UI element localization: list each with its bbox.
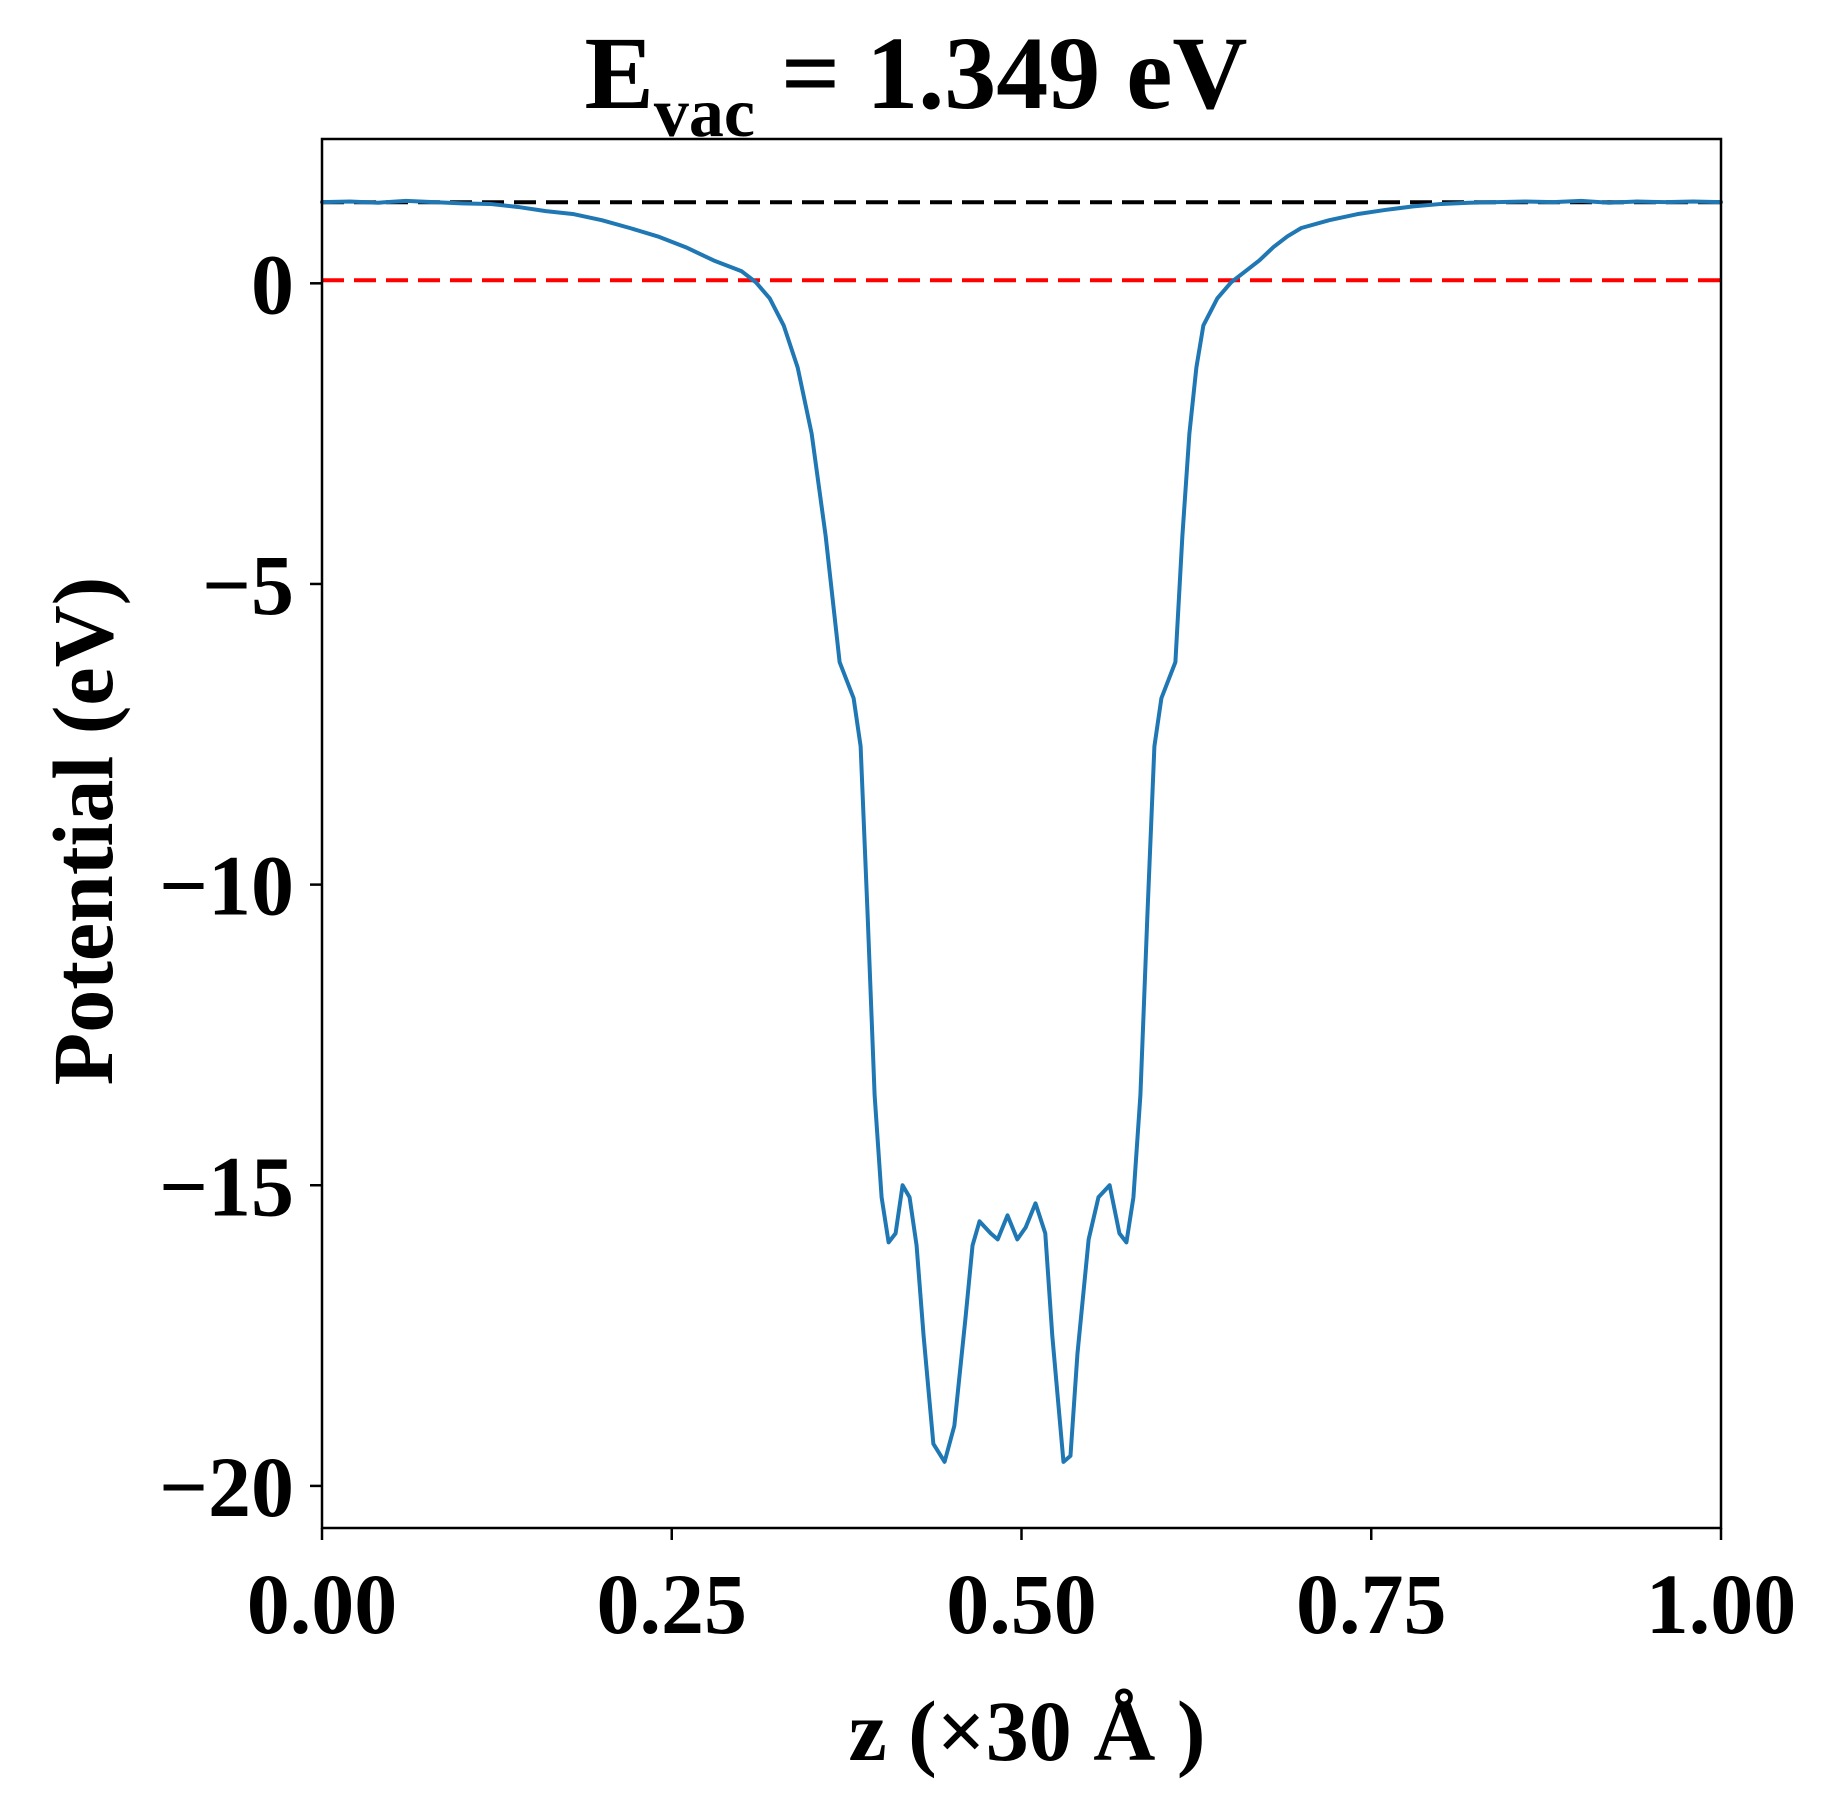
title-main: E bbox=[585, 16, 654, 131]
x-tick-label: 0.25 bbox=[597, 1556, 748, 1652]
y-tick-label: −10 bbox=[159, 838, 294, 934]
x-tick-label: 1.00 bbox=[1646, 1556, 1797, 1652]
series-line-0 bbox=[320, 198, 1723, 1464]
plot-area: 0.00 0.25 0.50 0.75 1.00 0 −5 −10 −15 −20 bbox=[159, 137, 1797, 1652]
y-tick-label: 0 bbox=[251, 236, 294, 332]
chart-title: Evac = 1.349 eV bbox=[585, 16, 1248, 152]
y-tick-label: −5 bbox=[202, 537, 294, 633]
title-subscript: vac bbox=[654, 75, 755, 152]
plot-frame bbox=[320, 137, 1723, 1530]
x-tick-label: 0.00 bbox=[247, 1556, 398, 1652]
y-tick-label: −15 bbox=[159, 1138, 294, 1234]
y-tick-label: −20 bbox=[159, 1439, 294, 1535]
title-rest: = 1.349 eV bbox=[755, 16, 1248, 131]
x-tick-label: 0.50 bbox=[946, 1556, 1097, 1652]
y-axis-label: Potential (eV) bbox=[35, 577, 131, 1086]
x-axis-label: z (×30 Å ) bbox=[848, 1683, 1205, 1779]
x-tick-label: 0.75 bbox=[1296, 1556, 1447, 1652]
